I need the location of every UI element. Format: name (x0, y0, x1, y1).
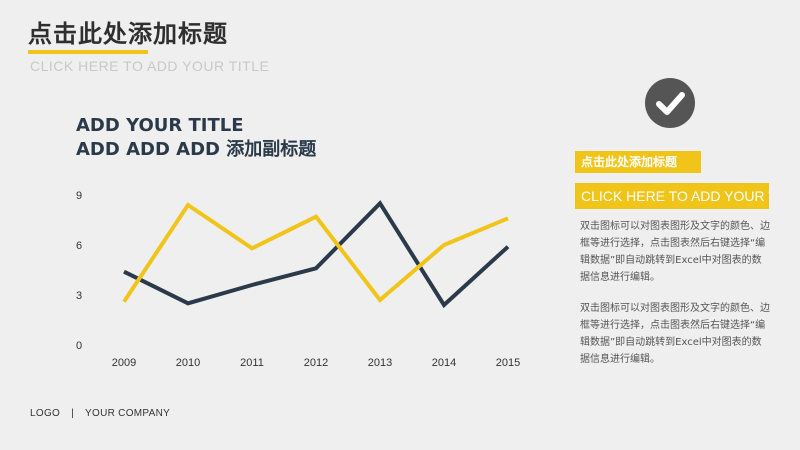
series-line-1 (123, 200, 510, 309)
y-tick-label: 3 (76, 290, 82, 302)
line-chart: 0 3 6 9 2009 2010 2011 2012 2013 2014 2015 (76, 190, 520, 369)
y-tick-label: 0 (76, 340, 82, 352)
x-tick-label: 2011 (240, 357, 264, 369)
x-tick-label: 2012 (304, 357, 328, 369)
footer: LOGO | YOUR COMPANY (30, 408, 170, 419)
chart-heading-line1: ADD YOUR TITLE (76, 115, 244, 136)
x-tick-label: 2009 (112, 357, 136, 369)
description-paragraph-2: 双击图标可以对图表图形及文字的颜色、边框等进行选择，点击图表然后右键选择“编辑数… (580, 303, 770, 365)
footer-separator: | (71, 408, 75, 419)
right-tag-en: CLICK HERE TO ADD YOUR TITLE (575, 183, 769, 209)
y-tick-label: 9 (76, 190, 82, 202)
right-tag: 点击此处添加标题 (575, 151, 701, 173)
page-subtitle: CLICK HERE TO ADD YOUR TITLE (30, 58, 270, 74)
x-tick-label: 2010 (176, 357, 200, 369)
y-tick-label: 6 (76, 240, 82, 252)
x-tick-label: 2013 (368, 357, 392, 369)
series-line-2 (122, 202, 509, 303)
chart-heading-line2: ADD ADD ADD 添加副标题 (76, 139, 317, 160)
page-title: 点击此处添加标题 (28, 20, 228, 48)
footer-logo: LOGO (30, 408, 61, 419)
x-tick-label: 2014 (432, 357, 456, 369)
chart-heading: ADD YOUR TITLE ADD ADD ADD 添加副标题 (76, 114, 316, 162)
check-badge (645, 78, 695, 128)
x-tick-label: 2015 (496, 357, 520, 369)
check-icon (656, 92, 685, 115)
description-paragraph-1: 双击图标可以对图表图形及文字的颜色、边框等进行选择，点击图表然后右键选择“编辑数… (580, 221, 770, 283)
footer-company: YOUR COMPANY (85, 408, 171, 419)
title-underline (28, 50, 148, 54)
